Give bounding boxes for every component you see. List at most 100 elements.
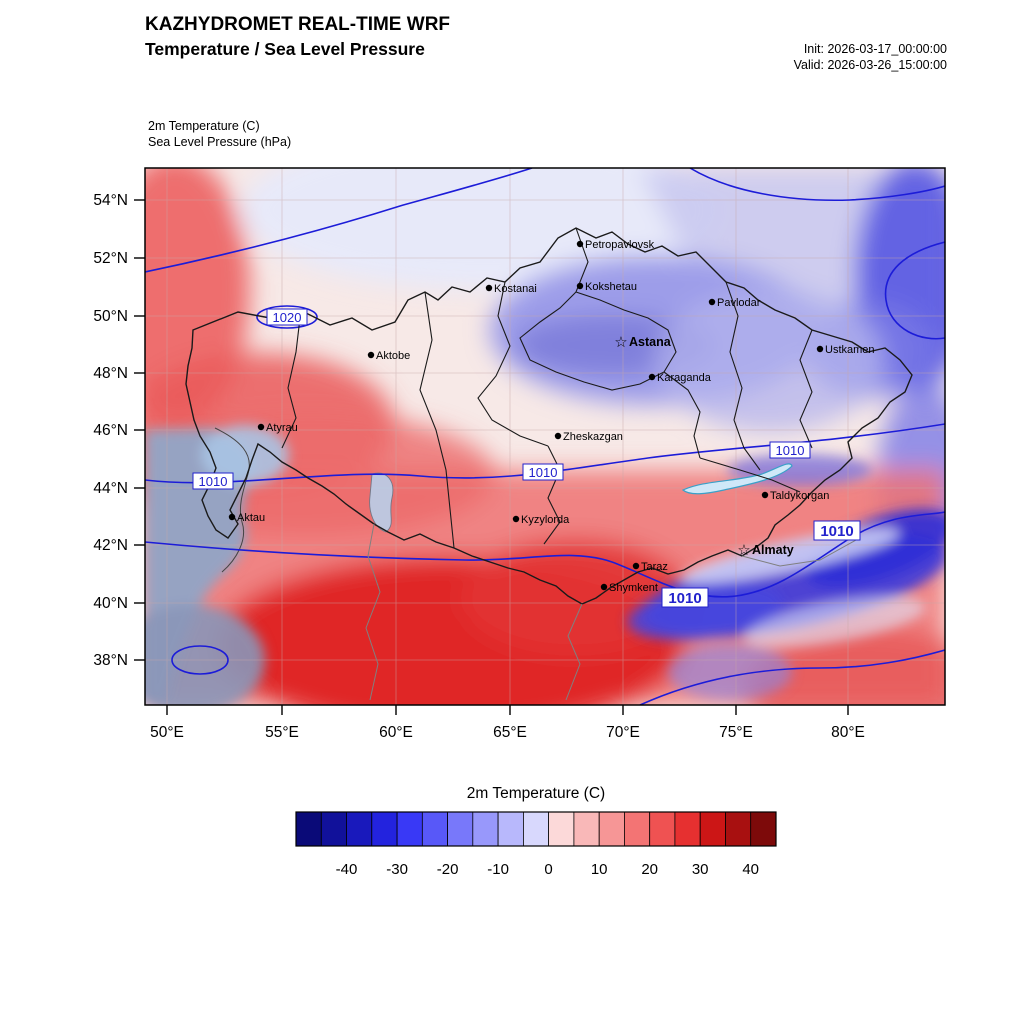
aral-sea: [369, 472, 394, 533]
lake-balkhash: [681, 463, 793, 495]
city-marker: Karaganda: [648, 372, 712, 384]
colorbar-cell: [649, 811, 676, 847]
colorbar-cell: [548, 811, 575, 847]
latitude-label: 42°N: [93, 537, 128, 554]
neighbor-borders: [365, 523, 857, 701]
longitude-label: 65°E: [493, 724, 527, 741]
colorbar-tick-label: -20: [437, 861, 459, 878]
colorbar-cell: [472, 811, 499, 847]
longitude-label: 50°E: [150, 724, 184, 741]
city-label: Pavlodar: [717, 297, 761, 309]
isobar-label: 1010: [813, 520, 861, 541]
city-label: Taraz: [641, 561, 668, 573]
isobar-label: 1010: [522, 463, 564, 481]
city-marker: Taraz: [632, 561, 668, 573]
colorbar: 2m Temperature (C) -40 -30: [295, 785, 777, 878]
colorbar-cell: [447, 811, 474, 847]
header-title: KAZHYDROMET REAL-TIME WRF: [145, 14, 450, 35]
city-marker: Petropavlovsk: [576, 239, 655, 251]
colorbar-tick-label: -40: [336, 861, 358, 878]
colorbar-cell: [497, 811, 524, 847]
latitude-label: 54°N: [93, 192, 128, 209]
oblast-borders: [281, 227, 813, 549]
city-label: Kostanai: [494, 283, 537, 295]
colorbar-cell: [396, 811, 423, 847]
latitude-label: 48°N: [93, 365, 128, 382]
capital-marker-almaty: ☆ Almaty: [737, 542, 793, 559]
colorbar-tick-label: -10: [487, 861, 509, 878]
field-label-temperature: 2m Temperature (C): [148, 119, 260, 133]
city-marker: Zheskazgan: [554, 431, 623, 443]
temperature-field: [145, 168, 945, 705]
capital-label: Astana: [629, 335, 672, 349]
longitude-labels: 50°E 55°E 60°E 65°E 70°E 75°E 80°E: [150, 724, 865, 741]
colorbar-tick-label: 0: [544, 861, 552, 878]
isobar-value: 1010: [529, 465, 558, 480]
colorbar-tick-label: 30: [692, 861, 709, 878]
latitude-label: 46°N: [93, 422, 128, 439]
colorbar-cell: [624, 811, 651, 847]
isobar-label: 1010: [769, 441, 811, 459]
longitude-label: 55°E: [265, 724, 299, 741]
caspian-sea: [145, 425, 289, 705]
colorbar-cell: [346, 811, 373, 847]
colorbar-outline: [295, 811, 777, 847]
isobar-label: 1020: [266, 308, 308, 326]
city-marker: Ustkamen: [816, 344, 875, 356]
colorbar-cell: [320, 811, 347, 847]
colorbar-cell: [523, 811, 550, 847]
capital-marker-astana: ☆ Astana: [614, 334, 671, 351]
city-marker: Aktau: [228, 512, 265, 524]
isobar-value: 1010: [199, 474, 228, 489]
city-marker: Aktobe: [367, 350, 410, 362]
caspian-coastline: [214, 427, 250, 573]
city-label: Kyzylorda: [521, 514, 570, 526]
city-label: Aktau: [237, 512, 265, 524]
colorbar-title: 2m Temperature (C): [467, 785, 605, 802]
colorbar-cell: [598, 811, 625, 847]
colorbar-cell: [674, 811, 701, 847]
city-marker: Kyzylorda: [512, 514, 570, 526]
isobar-value: 1020: [273, 310, 302, 325]
isobar-label: 1010: [661, 587, 709, 608]
longitude-label: 60°E: [379, 724, 413, 741]
colorbar-cell: [371, 811, 398, 847]
colorbar-tick-label: 10: [591, 861, 608, 878]
colorbar-cell: [725, 811, 752, 847]
latitude-label: 38°N: [93, 652, 128, 669]
city-label: Shymkent: [609, 582, 658, 594]
header: KAZHYDROMET REAL-TIME WRF Temperature / …: [145, 14, 947, 149]
colorbar-cell: [295, 811, 322, 847]
isobar-value: 1010: [776, 443, 805, 458]
cities: Petropavlovsk Kostanai Kokshetau Pavloda…: [228, 239, 875, 594]
latitude-label: 52°N: [93, 250, 128, 267]
city-marker: Kostanai: [485, 283, 537, 295]
longitude-label: 75°E: [719, 724, 753, 741]
latitude-label: 40°N: [93, 595, 128, 612]
latitude-label: 50°N: [93, 308, 128, 325]
city-marker: Kokshetau: [576, 281, 637, 293]
city-label: Taldykorgan: [770, 490, 829, 502]
astana-star-icon: ☆: [614, 334, 627, 351]
city-label: Petropavlovsk: [585, 239, 655, 251]
city-marker: Pavlodar: [708, 297, 761, 309]
city-label: Kokshetau: [585, 281, 637, 293]
city-marker: Atyrau: [257, 422, 298, 434]
longitude-axis: [166, 705, 849, 715]
isobar-label: 1010: [192, 472, 234, 490]
isobar-value: 1010: [820, 523, 853, 540]
city-label: Atyrau: [266, 422, 298, 434]
country-border: [185, 227, 913, 605]
colorbar-cell: [421, 811, 448, 847]
colorbar-tick-label: -30: [386, 861, 408, 878]
init-time: Init: 2026-03-17_00:00:00: [804, 42, 947, 56]
city-marker: Taldykorgan: [761, 490, 829, 502]
valid-time: Valid: 2026-03-26_15:00:00: [794, 58, 947, 72]
latitude-axis: [134, 199, 145, 661]
colorbar-cells: [295, 811, 777, 847]
city-label: Aktobe: [376, 350, 410, 362]
isobar-labels: 1020 1010 1010 1010 1010 1010: [192, 308, 861, 608]
longitude-label: 70°E: [606, 724, 640, 741]
